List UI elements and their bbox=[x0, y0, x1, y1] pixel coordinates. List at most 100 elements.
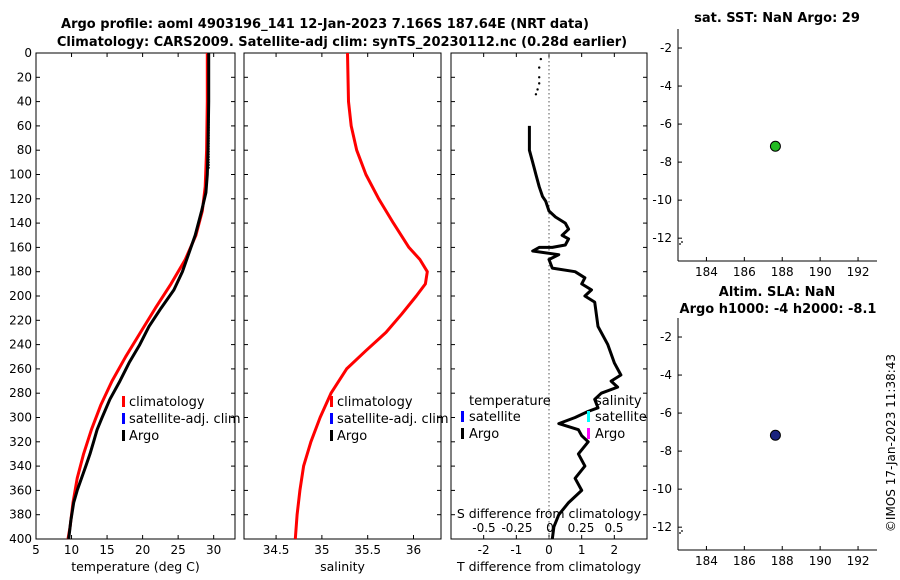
argo-sample-point bbox=[207, 158, 210, 161]
x-tick-label: 188 bbox=[771, 554, 794, 568]
legend-swatch-argo bbox=[330, 430, 333, 441]
y-tick-label: -4 bbox=[660, 79, 672, 93]
difference-point bbox=[536, 88, 539, 91]
sst-map-panel: -2 -4 -6 -8 -10 -12 184 186 188 190 192 sat. SST: N… bbox=[652, 11, 877, 279]
x-tick-label: 186 bbox=[733, 265, 756, 279]
argo-sample-point bbox=[207, 73, 210, 76]
salinity-panel: 34.5 35 35.5 36 salinity bbox=[243, 52, 442, 574]
legend-swatch-argo bbox=[122, 430, 125, 441]
series-line-argo bbox=[67, 53, 211, 540]
y-tick-label: 160 bbox=[9, 240, 32, 254]
difference-panel: -2 -1 0 1 2 T difference from climatology S di… bbox=[450, 52, 648, 574]
y-tick-label: 0 bbox=[24, 46, 32, 60]
x-tick-label: -1 bbox=[510, 543, 522, 557]
x-tick-label: 186 bbox=[733, 554, 756, 568]
x-tick-label: 15 bbox=[99, 543, 114, 557]
argo-sample-point bbox=[207, 54, 210, 57]
y-tick-label: 360 bbox=[9, 483, 32, 497]
argo-sample-point bbox=[207, 62, 210, 65]
legend-swatch-satellite bbox=[122, 413, 125, 424]
legend-swatch-climatology bbox=[122, 396, 125, 407]
y-tick-label: -2 bbox=[660, 41, 672, 55]
argo-sample-point bbox=[207, 97, 210, 100]
legend-label-argo: Argo bbox=[129, 429, 159, 444]
sla-map-panel: -2 -4 -6 -8 -10 -12 184 186 188 190 192 Altim. SLA:… bbox=[652, 285, 877, 568]
legend-swatch-s-argo bbox=[587, 428, 590, 439]
x-tick-label: 184 bbox=[695, 265, 718, 279]
argo-sample-point bbox=[207, 67, 210, 70]
y-tick-label: 60 bbox=[17, 119, 32, 133]
argo-sample-point bbox=[207, 121, 210, 124]
argo-sample-point bbox=[207, 150, 210, 153]
argo-sample-point bbox=[207, 139, 210, 143]
x-tick-label: 20 bbox=[135, 543, 150, 557]
temperature-legend: climatology satellite-adj. clim Argo bbox=[122, 395, 241, 444]
sla-map-subtitle: Argo h1000: -4 h2000: -8.1 bbox=[680, 302, 877, 317]
argo-sample-point bbox=[207, 142, 210, 145]
argo-sample-point bbox=[207, 94, 210, 97]
edge-mark bbox=[681, 241, 683, 243]
salinity-difference-axis-label: S difference from climatology bbox=[457, 506, 642, 521]
difference-point bbox=[538, 82, 541, 85]
argo-sample-point bbox=[207, 86, 210, 89]
salinity-legend: climatology satellite-adj. clim Argo bbox=[330, 395, 449, 444]
difference-point bbox=[538, 76, 541, 79]
x-axis-label: temperature (deg C) bbox=[71, 559, 200, 574]
y-tick-label: -6 bbox=[660, 406, 672, 420]
y-tick-label: -10 bbox=[652, 193, 672, 207]
legend-swatch-t-satellite bbox=[461, 411, 464, 422]
x-tick-label: 5 bbox=[32, 543, 40, 557]
argo-sample-point bbox=[207, 59, 210, 62]
edge-mark bbox=[679, 532, 681, 534]
legend-label-t-satellite: satellite bbox=[469, 410, 521, 425]
argo-sample-point bbox=[207, 155, 210, 159]
y-tick-label: 20 bbox=[17, 70, 32, 84]
y-tick-label: 200 bbox=[9, 289, 32, 303]
argo-sample-point bbox=[207, 102, 210, 105]
y-tick-label: 140 bbox=[9, 216, 32, 230]
argo-position-marker bbox=[769, 429, 781, 441]
figure-title-line1: Argo profile: aoml 4903196_141 12-Jan-20… bbox=[61, 17, 589, 32]
argo-sample-point bbox=[207, 115, 210, 119]
y-tick-label: 40 bbox=[17, 95, 32, 109]
x-tick-label: 36 bbox=[406, 543, 421, 557]
legend-label-satellite: satellite-adj. clim bbox=[129, 412, 241, 427]
argo-sample-point bbox=[207, 113, 210, 116]
argo-sample-point bbox=[207, 99, 210, 102]
y-tick-label: 220 bbox=[9, 313, 32, 327]
difference-point bbox=[538, 66, 541, 69]
argo-sample-point bbox=[207, 81, 210, 84]
argo-sample-point bbox=[207, 145, 210, 148]
x-axis-label: salinity bbox=[320, 559, 365, 574]
x-tick-label: 35 bbox=[314, 543, 329, 557]
y-tick-label: 100 bbox=[9, 168, 32, 182]
argo-sample-point bbox=[207, 129, 210, 132]
legend-heading-temperature: temperature bbox=[469, 394, 551, 409]
argo-sample-point bbox=[207, 163, 210, 167]
x-tick-label: 35.5 bbox=[354, 543, 381, 557]
y-tick-label: 300 bbox=[9, 411, 32, 425]
y-tick-label: -12 bbox=[652, 520, 672, 534]
difference-point bbox=[534, 93, 538, 96]
argo-position-marker bbox=[769, 140, 781, 152]
y-tick-label: 120 bbox=[9, 192, 32, 206]
x-tick-label: 188 bbox=[771, 265, 794, 279]
y-tick-label: -2 bbox=[660, 330, 672, 344]
argo-sample-point bbox=[207, 83, 210, 86]
legend-label-climatology: climatology bbox=[337, 395, 413, 410]
legend-label-satellite: satellite-adj. clim bbox=[337, 412, 449, 427]
x-tick-label: 190 bbox=[809, 554, 832, 568]
argo-sample-point bbox=[207, 75, 210, 78]
legend-label-climatology: climatology bbox=[129, 395, 205, 410]
y-tick-label: 380 bbox=[9, 508, 32, 522]
legend-heading-salinity: salinity bbox=[595, 394, 642, 409]
x-tick-label: 30 bbox=[206, 543, 221, 557]
series-line-t-difference bbox=[527, 125, 623, 540]
argo-sample-point bbox=[207, 137, 210, 140]
y-tick-label: -8 bbox=[660, 444, 672, 458]
argo-sample-point bbox=[207, 70, 210, 73]
y-tick-label: 80 bbox=[17, 143, 32, 157]
legend-label-t-argo: Argo bbox=[469, 427, 499, 442]
argo-sample-point bbox=[207, 161, 210, 164]
